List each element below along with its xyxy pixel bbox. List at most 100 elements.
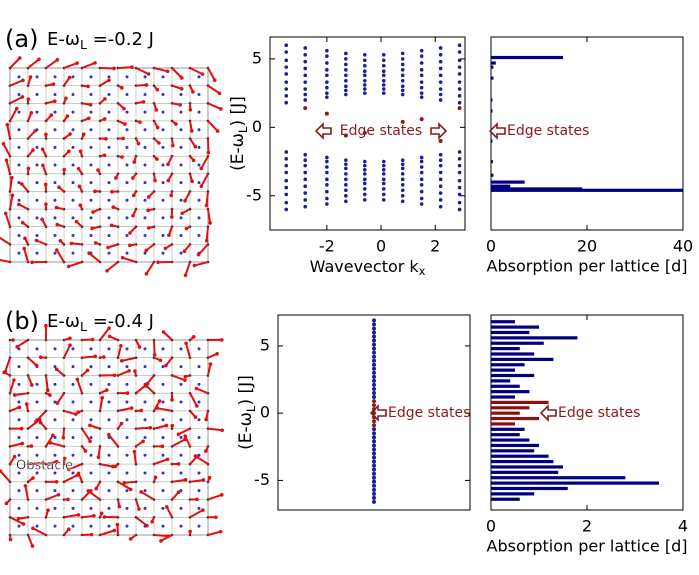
band-point: [458, 50, 462, 54]
field-arrow-head: [11, 338, 15, 342]
field-arrow-head: [183, 378, 187, 382]
field-arrow-head: [25, 402, 29, 406]
lattice-center: [162, 146, 165, 149]
lattice-center: [126, 181, 129, 184]
lattice-center: [54, 489, 57, 492]
lattice-center: [126, 216, 129, 219]
band-point: [401, 57, 405, 61]
lattice-center: [198, 234, 201, 237]
field-arrow-head: [68, 343, 72, 347]
band-point: [363, 172, 367, 176]
absorption-bar: [491, 76, 493, 79]
field-arrow-head: [129, 537, 133, 541]
lattice-center: [198, 436, 201, 439]
lattice-center: [108, 93, 111, 96]
lattice-center: [36, 199, 39, 202]
lattice-center: [198, 401, 201, 404]
field-arrow-head: [30, 383, 34, 387]
field-arrow-head: [132, 194, 136, 198]
band-point: [372, 496, 376, 500]
field-arrow-head: [62, 168, 66, 172]
lattice-center: [54, 216, 57, 219]
field-arrow-head: [105, 269, 109, 273]
field-arrow-head: [194, 454, 198, 458]
field-arrow-head: [127, 369, 131, 373]
field-arrow-head: [146, 209, 150, 213]
field-arrow-head: [120, 155, 124, 159]
field-arrow-head: [107, 326, 111, 330]
lattice-center: [36, 347, 39, 350]
lattice-center: [36, 489, 39, 492]
lattice-center: [90, 347, 93, 350]
lattice-center: [108, 234, 111, 237]
band-point: [363, 182, 367, 186]
absorption-bar: [491, 331, 529, 334]
band-point: [325, 178, 329, 182]
field-arrow-head: [164, 364, 168, 368]
lattice-center: [162, 525, 165, 528]
lattice-center: [54, 418, 57, 421]
field-arrow: [82, 63, 95, 68]
lattice-center: [90, 146, 93, 149]
band-point: [284, 150, 288, 154]
field-arrow: [208, 68, 215, 80]
lattice-center: [54, 525, 57, 528]
lattice-center: [108, 418, 111, 421]
band-point: [458, 58, 462, 62]
field-arrow-head: [184, 375, 188, 379]
lattice-center: [90, 401, 93, 404]
absorption-bar: [491, 139, 492, 142]
band-point: [439, 74, 443, 78]
band-point: [372, 371, 376, 375]
field-arrow: [69, 262, 82, 266]
band-point: [372, 355, 376, 359]
field-arrow: [208, 429, 222, 431]
lattice-center: [144, 199, 147, 202]
lattice-center: [162, 128, 165, 131]
band-point: [363, 198, 367, 202]
absorption-bar: [491, 326, 539, 329]
band-point: [325, 61, 329, 65]
band-point: [363, 168, 367, 172]
band-point: [401, 93, 405, 97]
band-point: [284, 179, 288, 183]
field-arrow-head: [67, 265, 71, 269]
band-point: [344, 68, 348, 72]
lattice-center: [108, 252, 111, 255]
field-arrow-head: [68, 132, 72, 136]
field-arrow: [208, 86, 220, 94]
lattice-center: [198, 128, 201, 131]
band-point: [439, 153, 443, 157]
lattice-center: [162, 199, 165, 202]
lattice-center: [18, 436, 21, 439]
field-arrow-head: [84, 449, 88, 453]
field-arrow-head: [114, 176, 118, 180]
field-arrow-head: [184, 273, 188, 277]
field-arrow: [6, 160, 10, 174]
lattice-center: [198, 146, 201, 149]
absorption-bar: [491, 401, 549, 404]
absorption-bar: [491, 422, 515, 425]
lattice-center: [108, 128, 111, 131]
field-arrow-head: [103, 153, 107, 157]
field-arrow-head: [195, 404, 199, 408]
absorption-bar: [491, 358, 553, 361]
absorption-bar: [491, 476, 625, 479]
band-point: [382, 160, 386, 164]
field-arrow: [154, 340, 155, 355]
lattice-center: [54, 146, 57, 149]
lattice-center: [162, 418, 165, 421]
band-point: [303, 191, 307, 195]
lattice-center: [126, 75, 129, 78]
lattice-center: [90, 164, 93, 167]
band-point: [303, 184, 307, 188]
lattice-center: [72, 75, 75, 78]
field-arrow-head: [62, 436, 66, 440]
lattice-center: [18, 181, 21, 184]
band-point: [363, 74, 367, 78]
band-point: [401, 79, 405, 83]
lattice-center: [126, 383, 129, 386]
band-point: [372, 460, 376, 464]
lattice-center: [18, 525, 21, 528]
band-point: [372, 375, 376, 379]
